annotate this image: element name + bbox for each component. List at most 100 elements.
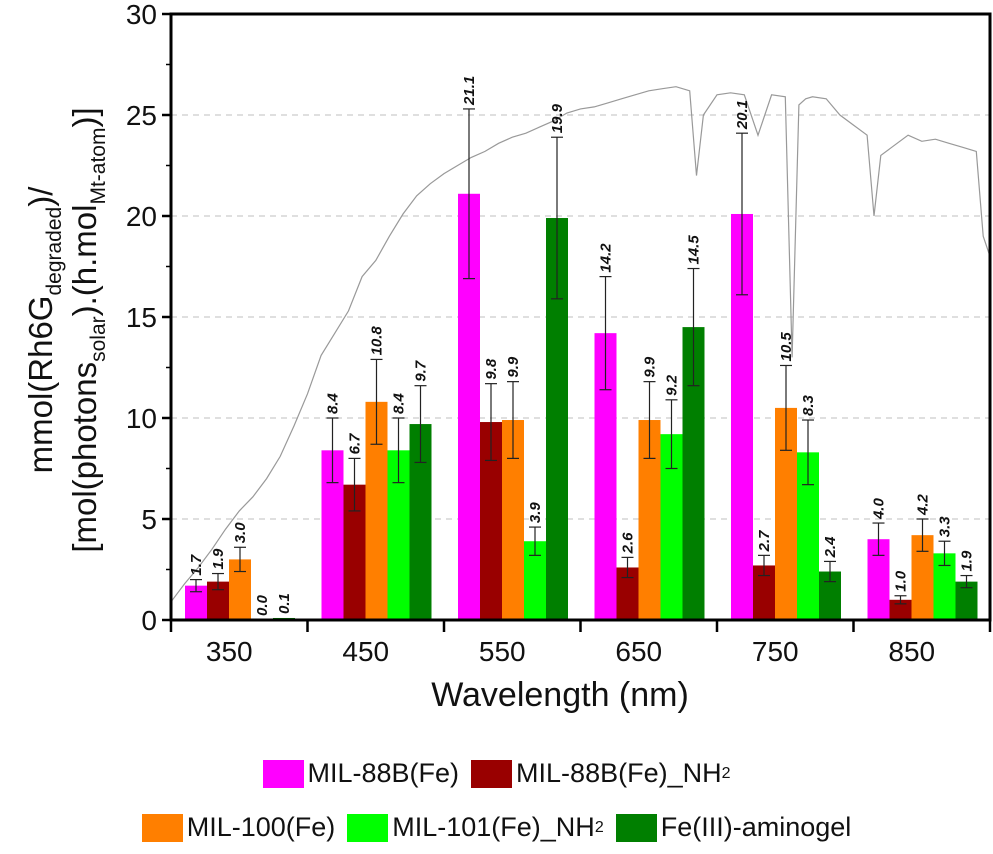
data-labels: 1.7 1.9 3.0 0.0 0.1 8.4 6.7 10.8 8.4 9.7 21.1 9.8 9.… — [188, 76, 976, 616]
bar — [480, 422, 502, 620]
bar — [819, 571, 841, 620]
x-tick-label: 650 — [615, 636, 662, 667]
bar — [638, 420, 661, 620]
data-label: 3.9 — [527, 502, 544, 524]
x-axis-ticks: 350 450 550 650 750 850 — [169, 620, 992, 667]
bar — [594, 333, 617, 620]
y-tick-label: 15 — [126, 302, 157, 333]
data-label: 6.7 — [347, 433, 364, 455]
data-label: 14.5 — [686, 235, 703, 265]
y-title-line2-a: [mol(photons — [66, 362, 103, 553]
data-label: 20.1 — [734, 100, 751, 130]
y-title-line1-end: )/ — [22, 186, 59, 207]
x-tick-label: 550 — [479, 636, 526, 667]
bar — [524, 541, 546, 620]
data-label: 9.7 — [413, 360, 430, 382]
legend-swatch — [262, 759, 304, 788]
y-axis-title: mmol(Rh6Gdegraded)/ [mol(photonssolar).(… — [22, 107, 110, 552]
data-label: 2.7 — [756, 530, 773, 553]
bar — [365, 401, 388, 620]
bar-chart: 1.7 1.9 3.0 0.0 0.1 8.4 6.7 10.8 8.4 9.7 21.1 9.8 9.… — [22, 0, 992, 714]
data-label: 3.3 — [937, 516, 954, 538]
bar — [207, 581, 229, 620]
bar — [387, 450, 410, 620]
data-label: 1.7 — [188, 554, 205, 576]
data-label: 1.9 — [210, 548, 227, 570]
x-tick-label: 450 — [342, 636, 389, 667]
legend-label: MIL-88B(Fe) — [307, 758, 460, 788]
bar — [867, 539, 890, 620]
data-label: 9.9 — [505, 356, 522, 378]
data-label: 9.2 — [664, 374, 681, 396]
data-label: 8.4 — [325, 392, 342, 414]
legend-item-fe-aminogel: Fe(III)-aminogel — [615, 812, 852, 843]
bar — [502, 420, 524, 620]
bar — [409, 424, 432, 620]
legend-label: MIL-100(Fe) — [186, 812, 336, 842]
error-bars — [190, 108, 973, 605]
bar — [753, 565, 775, 620]
bar — [933, 553, 956, 620]
data-label: 19.9 — [549, 103, 566, 133]
legend-item-mil-100: MIL-100(Fe) — [141, 812, 336, 843]
data-label: 1.9 — [959, 550, 976, 572]
y-tick-label: 30 — [126, 0, 157, 30]
solar-spectrum-curve — [170, 86, 991, 603]
y-tick-label: 25 — [126, 100, 157, 131]
legend-swatch — [471, 759, 513, 788]
legend-swatch — [347, 813, 389, 842]
legend-item-mil-101-nh2: MIL-101(Fe)_NH 2 — [347, 812, 604, 843]
bar — [797, 452, 819, 620]
y-title-line1-main: mmol(Rh6G — [22, 296, 59, 474]
data-label: 10.8 — [369, 326, 386, 356]
gridlines — [171, 114, 990, 520]
data-label: 8.3 — [800, 395, 817, 417]
bar — [321, 450, 344, 620]
bars — [185, 193, 978, 621]
svg-text:mmol(Rh6Gdegraded)/: mmol(Rh6Gdegraded)/ — [22, 186, 66, 474]
bar — [660, 434, 683, 620]
data-label: 2.6 — [620, 532, 637, 555]
y-axis-ticks: 0 5 10 15 20 25 30 — [126, 0, 171, 636]
data-label: 9.8 — [483, 358, 500, 380]
x-tick-label: 750 — [752, 636, 799, 667]
data-label: 0.1 — [276, 593, 293, 614]
bar — [616, 567, 639, 620]
legend-row-2: MIL-100(Fe) MIL-101(Fe)_NH 2 Fe(III)-amin… — [0, 812, 993, 843]
data-label: 4.0 — [871, 498, 888, 521]
bar — [229, 559, 251, 620]
legend-label: MIL-88B(Fe)_NH — [516, 758, 722, 788]
y-title-line2-b: ).(h.mol — [66, 205, 103, 317]
data-label: 2.4 — [822, 536, 839, 559]
data-label: 21.1 — [461, 76, 478, 106]
legend-label: MIL-101(Fe)_NH — [392, 812, 595, 842]
y-title-line2-c: )] — [66, 107, 103, 127]
legend-label-subscript: 2 — [594, 818, 604, 836]
x-axis-title: Wavelength (nm) — [431, 676, 689, 714]
y-title-line2-sub1: solar — [87, 316, 110, 362]
legend-row-1: MIL-88B(Fe) MIL-88B(Fe)_NH 2 — [0, 758, 993, 789]
bar — [775, 407, 797, 620]
data-label: 3.0 — [232, 522, 249, 544]
legend-label: Fe(III)-aminogel — [660, 812, 852, 842]
y-tick-label: 0 — [141, 605, 157, 636]
legend-swatch — [141, 813, 183, 842]
x-tick-label: 850 — [888, 636, 935, 667]
y-title-line1-sub: degraded — [43, 207, 66, 296]
bar — [911, 535, 934, 620]
bar — [955, 581, 978, 620]
x-tick-label: 350 — [206, 636, 253, 667]
y-title-line2-sub2: Mt-atom — [87, 128, 110, 205]
data-label: 4.2 — [915, 493, 932, 516]
legend-item-mil-88b-nh2: MIL-88B(Fe)_NH 2 — [471, 758, 731, 789]
y-tick-label: 10 — [126, 403, 157, 434]
data-label: 8.4 — [391, 392, 408, 414]
data-label: 0.0 — [254, 594, 271, 616]
legend-item-mil-88b: MIL-88B(Fe) — [262, 758, 460, 789]
bar — [682, 327, 705, 620]
bar — [731, 213, 753, 621]
bar — [343, 484, 366, 620]
legend-label-subscript: 2 — [721, 764, 731, 782]
data-label: 1.0 — [893, 570, 910, 592]
legend-swatch — [615, 813, 657, 842]
